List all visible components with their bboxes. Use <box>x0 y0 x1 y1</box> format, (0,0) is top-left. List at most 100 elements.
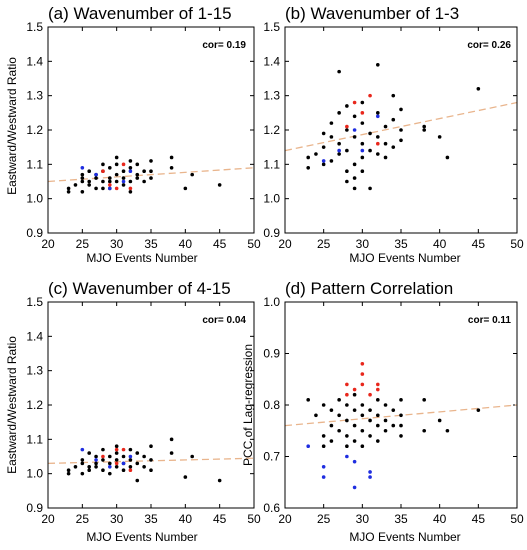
panel-b-point-black-33 <box>376 135 380 139</box>
panel-c-point-black-7 <box>87 465 91 469</box>
panel-a-point-black-23 <box>114 162 119 167</box>
panel-d-point-black-18 <box>352 439 357 443</box>
panel-b-point-black-38 <box>391 93 396 98</box>
panel-a-point-black-2 <box>73 183 78 187</box>
panel-c-xtick-label-5: 45 <box>213 512 227 526</box>
panel-d-point-black-3 <box>321 434 326 438</box>
panel-d-point-black-21 <box>360 428 365 433</box>
panel-d-point-black-14 <box>345 444 349 449</box>
panel-d-point-black-19 <box>360 403 365 407</box>
panel-c-point-black-2 <box>73 465 78 469</box>
panel-a-point-red-3 <box>121 162 126 167</box>
panel-c-ytick-label-3: 1.2 <box>26 398 43 412</box>
panel-d-point-black-17 <box>352 423 357 428</box>
panel-b-points <box>306 62 481 191</box>
panel-b-point-blue-4 <box>376 114 380 119</box>
panel-b-point-black-21 <box>352 176 357 180</box>
panel-a-point-black-21 <box>114 172 119 177</box>
panel-c-xlabel: MJO Events Number <box>86 530 197 544</box>
panel-c-point-black-9 <box>94 454 98 459</box>
panel-c-point-black-35 <box>149 468 153 473</box>
panel-d-point-black-38 <box>399 434 403 438</box>
panel-a-point-black-43 <box>190 172 194 177</box>
panel-a-xlabel: MJO Events Number <box>86 251 197 265</box>
panel-c-title: (c) Wavenumber of 4-15 <box>48 279 231 298</box>
panel-d-ticks: 20 25 30 35 40 45 50 0.6 0.7 0.8 0.9 1.0 <box>263 295 524 526</box>
panel-d-point-black-41 <box>437 418 442 423</box>
panel-b-point-black-20 <box>352 162 357 167</box>
panel-b-point-black-22 <box>352 186 357 191</box>
panel-a-xtick-label-2: 30 <box>110 237 124 251</box>
panel-b-point-blue-0 <box>321 159 326 163</box>
panel-c-xtick-label-6: 50 <box>247 512 261 526</box>
panel-a-point-black-6 <box>80 190 85 194</box>
panel-a-point-red-4 <box>128 186 133 191</box>
panel-c-point-black-11 <box>94 465 98 469</box>
panel-d-point-black-30 <box>383 403 388 407</box>
panel-a-ytick-label-1: 1.0 <box>26 192 43 206</box>
panel-a-point-black-32 <box>135 172 140 177</box>
panel-a-ytick-label-4: 1.3 <box>26 89 43 103</box>
panel-c-point-black-27 <box>128 465 133 469</box>
panel-c-point-red-3 <box>121 447 126 452</box>
panel-a-point-black-10 <box>94 176 98 180</box>
panel-b-ytick-label-0: 0.9 <box>263 226 280 240</box>
panel-a-point-black-15 <box>101 162 105 167</box>
panel-b-ytick-label-3: 1.2 <box>263 123 280 137</box>
panel-c-point-black-32 <box>142 465 146 469</box>
panel-d-point-black-29 <box>376 439 380 443</box>
panel-c-point-black-18 <box>114 451 119 455</box>
panel-d-point-blue-0 <box>306 444 311 449</box>
panel-d-xtick-label-2: 30 <box>356 512 370 526</box>
panel-c-point-black-24 <box>121 468 126 473</box>
panel-a-ylabel: Eastward/Westward Ratio <box>5 57 19 195</box>
panel-d-point-black-1 <box>314 413 318 418</box>
panel-d-point-black-35 <box>399 398 403 402</box>
panel-c-ytick-label-5: 1.4 <box>26 329 43 343</box>
panel-a-ytick-label-5: 1.4 <box>26 54 43 68</box>
panel-b-point-black-40 <box>391 145 396 149</box>
panel-d-point-black-0 <box>306 398 311 402</box>
panel-d-ytick-label-2: 0.8 <box>263 398 280 412</box>
panel-a-xtick-label-1: 25 <box>76 237 90 251</box>
panel-d-point-red-3 <box>360 362 365 366</box>
panel-a-point-blue-2 <box>108 186 112 191</box>
panel-d-point-red-2 <box>352 387 357 392</box>
panel-a-point-black-26 <box>121 169 126 173</box>
panel-a-point-black-37 <box>149 159 153 163</box>
panel-b-point-black-3 <box>321 162 326 167</box>
panel-b-point-black-8 <box>329 159 334 163</box>
panel-a-point-black-7 <box>87 179 91 184</box>
panel-a-point-black-4 <box>80 179 85 184</box>
panel-d-xtick-label-6: 50 <box>510 512 524 526</box>
panel-b-point-black-5 <box>321 145 326 149</box>
panel-d-point-black-5 <box>329 408 334 412</box>
panel-b-point-red-0 <box>345 124 349 129</box>
panel-c-point-black-15 <box>108 454 112 459</box>
panel-b-point-blue-2 <box>352 128 357 132</box>
panel-a-point-black-13 <box>101 179 105 184</box>
panel-a-point-blue-3 <box>121 179 126 184</box>
panel-b-point-black-29 <box>368 148 372 153</box>
panel-a-point-red-1 <box>108 183 112 187</box>
panel-d-xtick-label-0: 20 <box>278 512 292 526</box>
panel-d-ytick-label-0: 0.6 <box>263 501 280 515</box>
panel-c-point-red-0 <box>101 454 105 459</box>
panel-b-point-red-4 <box>376 141 380 146</box>
panel-a-point-black-3 <box>80 176 85 180</box>
panel-c-point-black-6 <box>87 451 91 455</box>
panel-c-point-black-37 <box>169 451 174 455</box>
panel-b-point-black-43 <box>399 138 403 143</box>
panel-c-point-black-4 <box>80 461 85 466</box>
panel-c-point-black-16 <box>108 461 112 466</box>
panel-b-point-black-2 <box>314 152 318 156</box>
panel-b-point-black-9 <box>337 69 341 74</box>
panel-a-point-black-44 <box>217 183 222 187</box>
panel-a-ytick-label-6: 1.5 <box>26 20 43 34</box>
panel-d-point-black-12 <box>345 418 349 423</box>
panel-c-point-black-14 <box>101 468 105 473</box>
panel-c-ticks: 20 25 30 35 40 45 50 0.9 1.0 1.1 1.2 1.3 1.4 1.5 <box>26 295 261 526</box>
panel-b-point-black-42 <box>399 128 403 132</box>
panel-d-point-blue-4 <box>352 459 357 464</box>
